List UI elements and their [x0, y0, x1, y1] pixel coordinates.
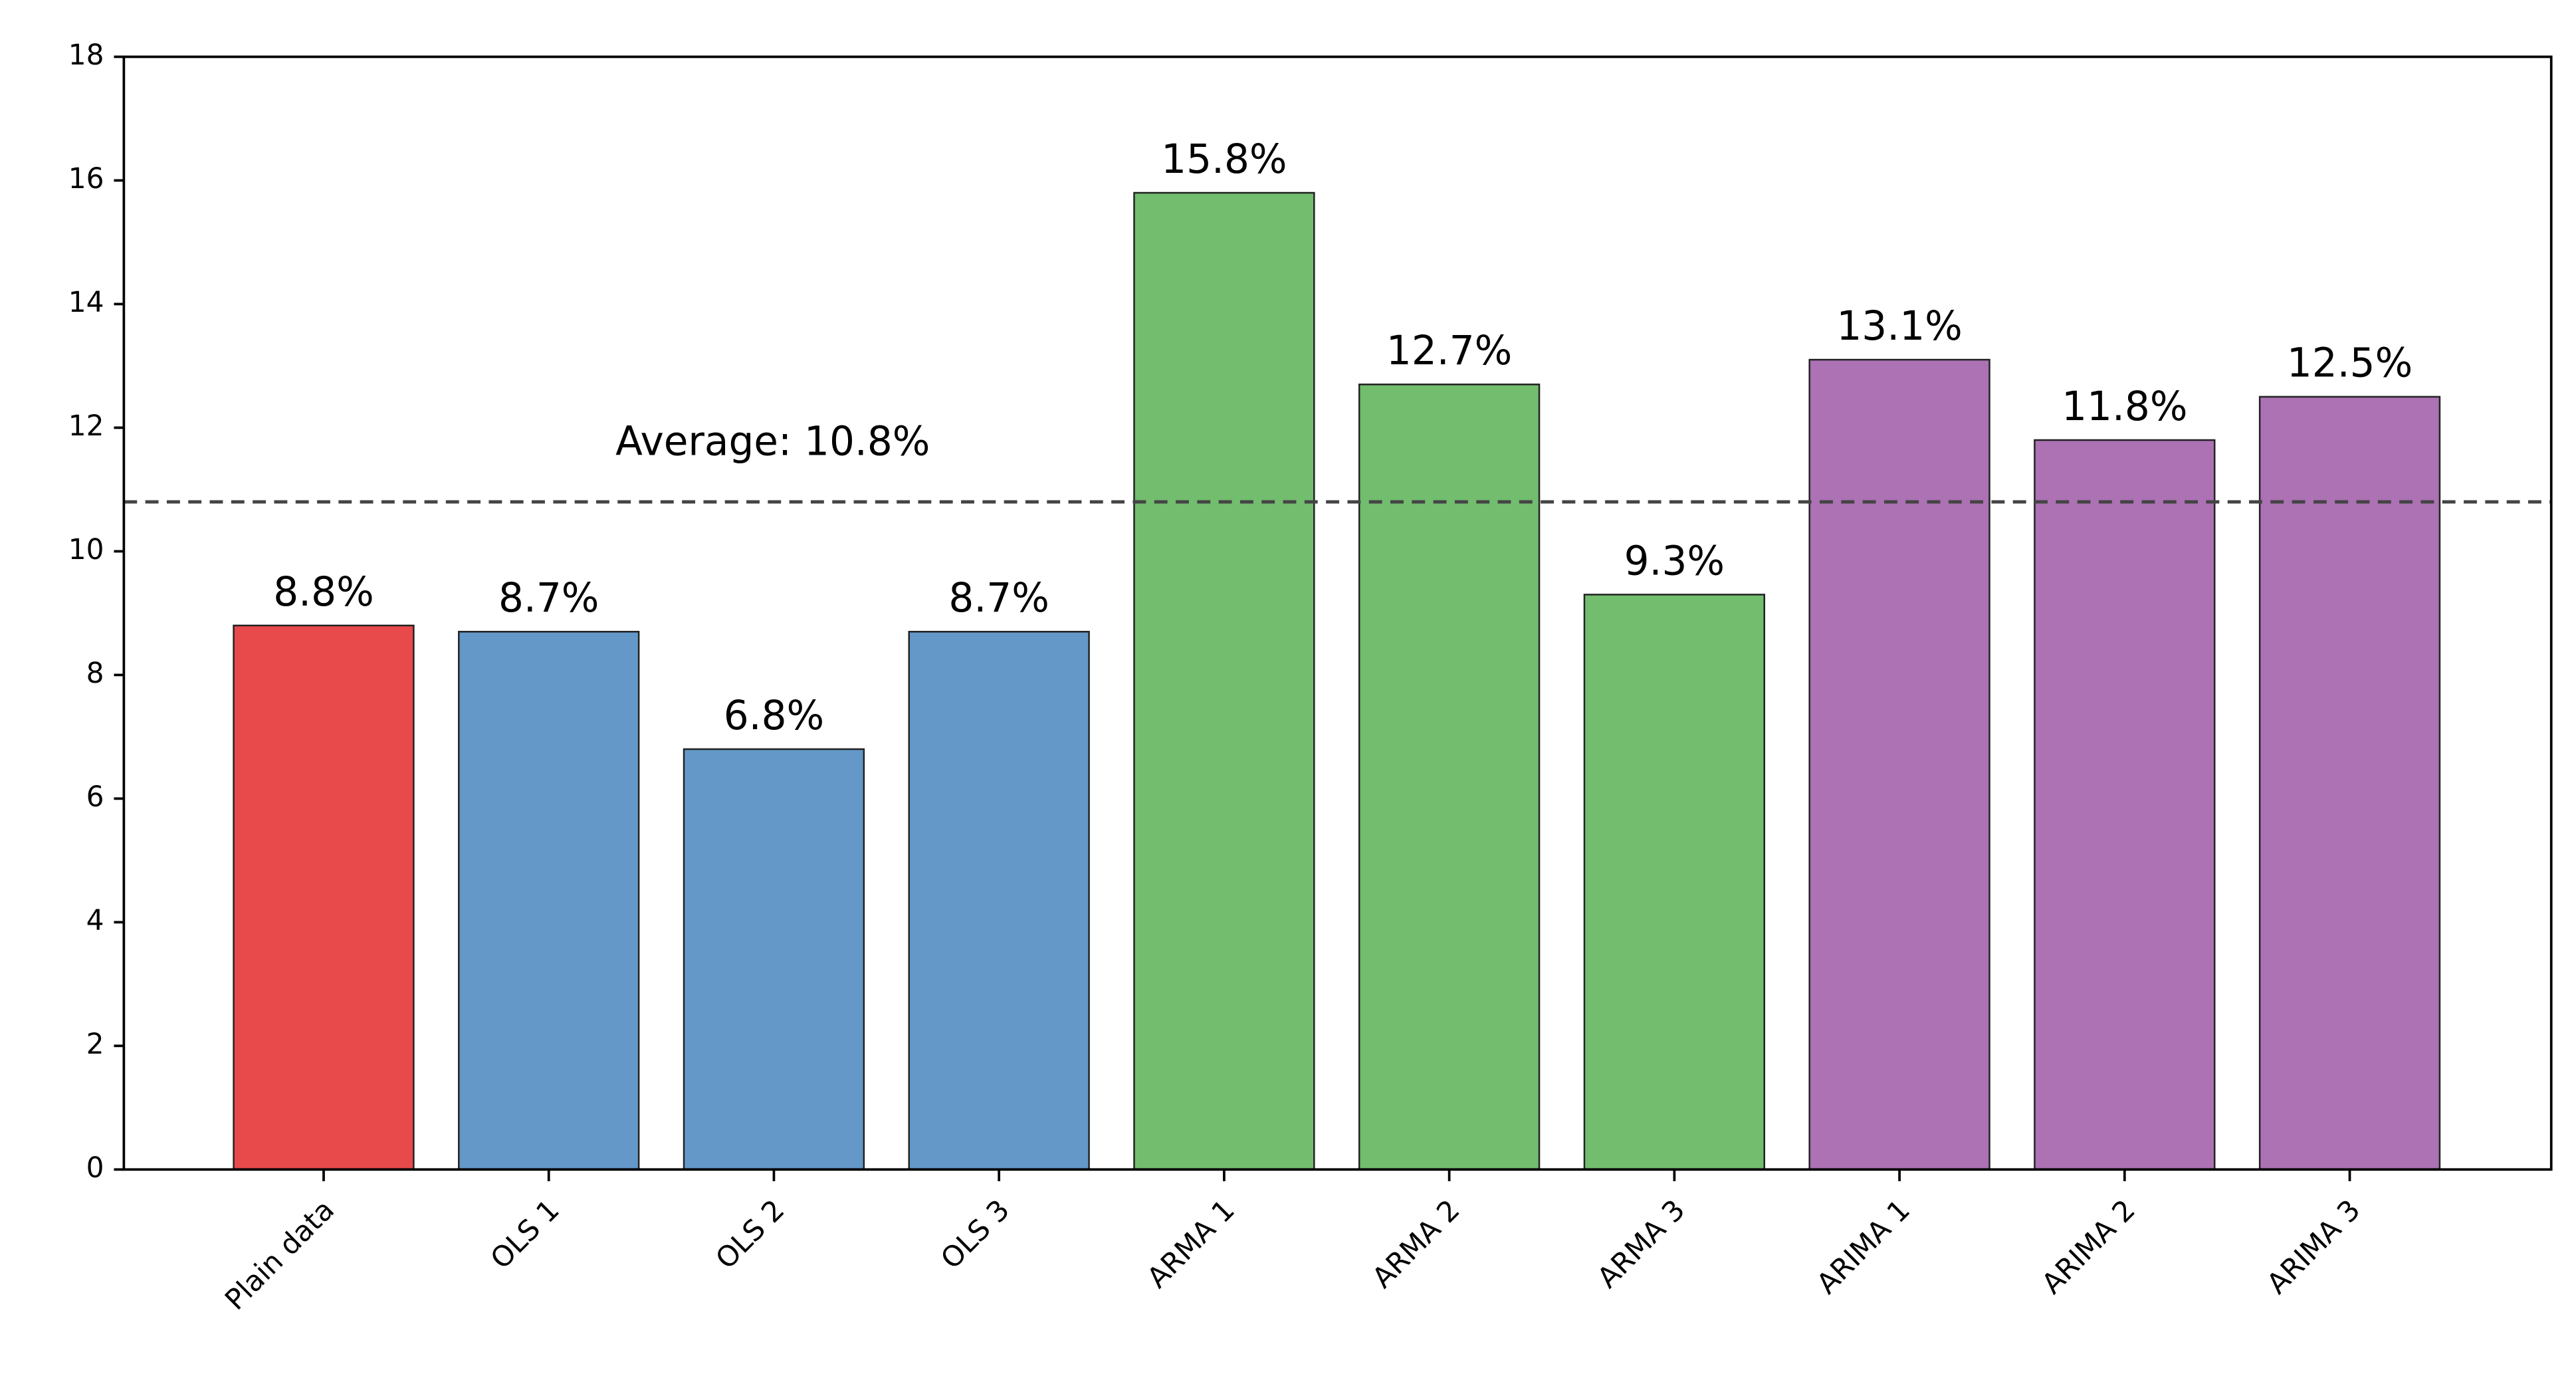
axes-frame [122, 55, 2553, 1171]
y-tick-label: 2 [86, 1028, 104, 1061]
value-label: 8.7% [948, 575, 1049, 622]
bar [1358, 384, 1541, 1171]
y-tick-label: 14 [68, 287, 104, 319]
bar [683, 748, 865, 1171]
value-label: 13.1% [1836, 303, 1962, 350]
y-tick-label: 18 [68, 39, 104, 72]
bar [233, 624, 415, 1171]
value-label: 12.5% [2287, 340, 2413, 386]
average-label: Average: 10.8% [615, 418, 930, 465]
y-tick-label: 8 [86, 657, 104, 690]
bar [2258, 396, 2441, 1171]
value-label: 9.3% [1624, 538, 1725, 584]
bar [458, 631, 640, 1171]
value-label: 6.8% [724, 692, 824, 739]
y-tick-label: 10 [68, 534, 104, 566]
value-label: 11.8% [2062, 384, 2187, 430]
y-tick-label: 16 [68, 163, 104, 195]
bar [1583, 594, 1766, 1171]
y-tick-label: 6 [86, 781, 104, 814]
y-tick-label: 4 [86, 905, 104, 937]
y-tick-label: 12 [68, 410, 104, 443]
value-label: 8.8% [273, 569, 374, 616]
value-label: 12.7% [1386, 328, 1512, 374]
bar [1133, 191, 1315, 1171]
bar [1808, 358, 1990, 1171]
bar [908, 631, 1090, 1171]
value-label: 8.7% [498, 575, 599, 622]
bar [2034, 439, 2216, 1171]
value-label: 15.8% [1161, 136, 1287, 183]
y-tick-label: 0 [86, 1152, 104, 1185]
